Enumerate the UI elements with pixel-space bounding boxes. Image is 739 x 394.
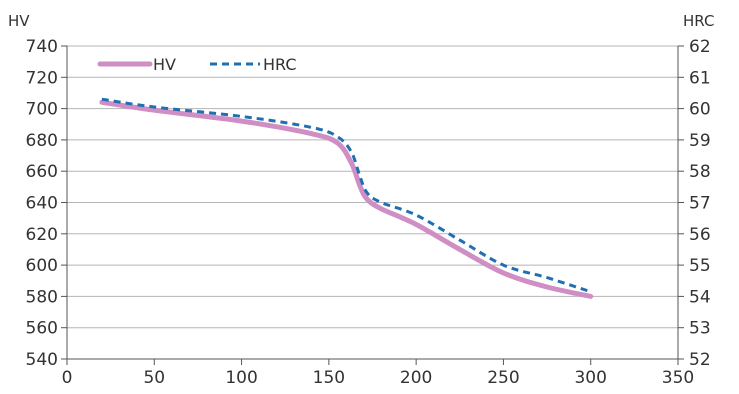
x-tick-label: 250 bbox=[487, 368, 519, 388]
left-tick-label: 660 bbox=[26, 162, 58, 182]
left-tick-label: 540 bbox=[26, 350, 58, 370]
left-tick-label: 560 bbox=[26, 319, 58, 339]
right-tick-label: 52 bbox=[689, 350, 711, 370]
x-tick-label: 300 bbox=[574, 368, 606, 388]
left-tick-label: 580 bbox=[26, 287, 58, 307]
x-tick-label: 200 bbox=[400, 368, 432, 388]
right-tick-label: 56 bbox=[689, 225, 711, 245]
x-tick-label: 100 bbox=[225, 368, 257, 388]
legend-label-hv: HV bbox=[153, 55, 176, 74]
left-tick-label: 700 bbox=[26, 100, 58, 120]
right-tick-label: 55 bbox=[689, 256, 711, 276]
left-tick-label: 720 bbox=[26, 68, 58, 88]
left-tick-label: 680 bbox=[26, 131, 58, 151]
data-series bbox=[99, 97, 594, 299]
axes: 5405605806006206406606807007207405253545… bbox=[26, 37, 711, 388]
right-tick-label: 62 bbox=[689, 37, 711, 57]
right-tick-label: 61 bbox=[689, 68, 711, 88]
series-line-hv bbox=[99, 99, 594, 299]
x-tick-label: 150 bbox=[313, 368, 345, 388]
left-tick-label: 600 bbox=[26, 256, 58, 276]
right-tick-label: 53 bbox=[689, 319, 711, 339]
right-tick-label: 54 bbox=[689, 287, 711, 307]
left-tick-label: 620 bbox=[26, 225, 58, 245]
legend-label-hrc: HRC bbox=[263, 55, 297, 74]
right-tick-label: 59 bbox=[689, 131, 711, 151]
x-tick-label: 50 bbox=[143, 368, 165, 388]
right-tick-label: 58 bbox=[689, 162, 711, 182]
right-tick-label: 60 bbox=[689, 100, 711, 120]
right-axis-unit-label: HRC bbox=[683, 12, 714, 30]
x-tick-label: 0 bbox=[62, 368, 73, 388]
x-tick-label: 350 bbox=[662, 368, 694, 388]
left-tick-label: 740 bbox=[26, 37, 58, 57]
left-tick-label: 640 bbox=[26, 194, 58, 214]
gridlines bbox=[67, 45, 678, 329]
right-tick-label: 57 bbox=[689, 194, 711, 214]
legend: HV HRC bbox=[97, 55, 297, 74]
left-axis-unit-label: HV bbox=[8, 12, 30, 30]
series-line-hrc bbox=[101, 97, 592, 294]
